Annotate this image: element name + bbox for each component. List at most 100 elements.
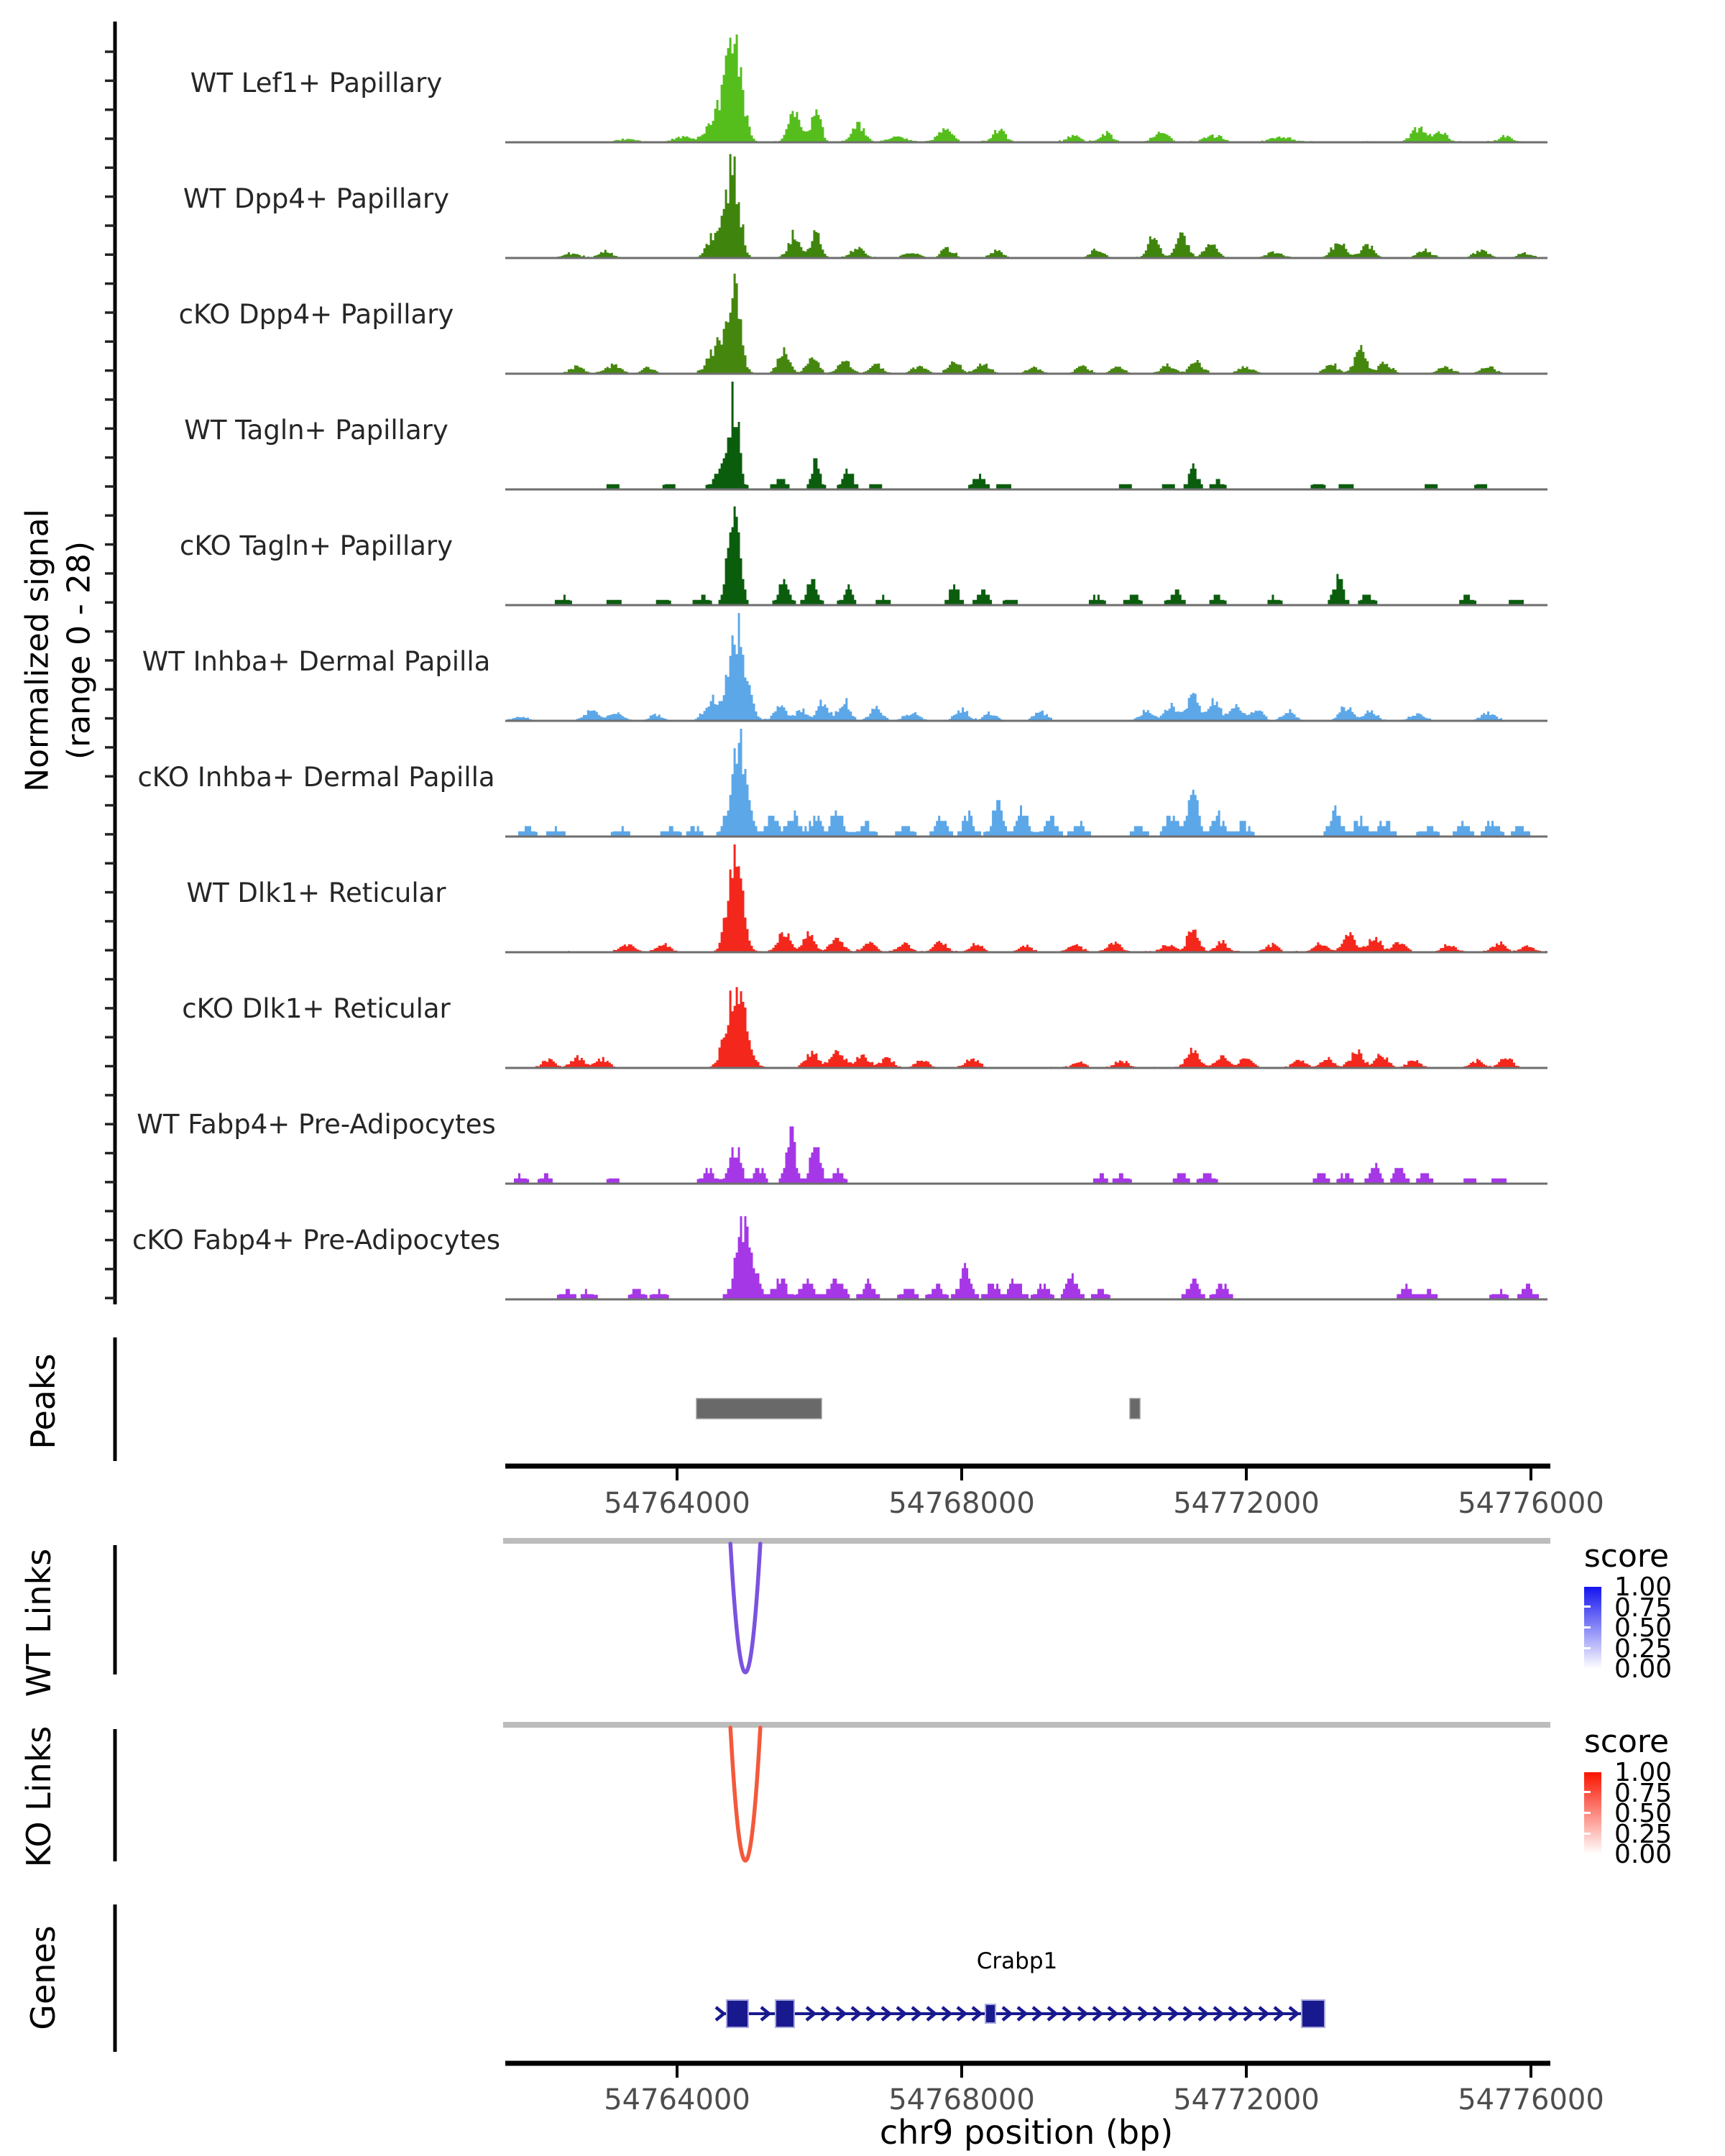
wt-score-legend-value: 0.50 (1614, 1613, 1673, 1643)
gene-direction-arrow (911, 2006, 923, 2022)
gene-direction-arrow (971, 2006, 983, 2022)
gene-direction-arrow (850, 2006, 862, 2022)
track-label: cKO Dpp4+ Papillary (178, 299, 454, 330)
wt-legend-tick-dash (1584, 1647, 1591, 1649)
track-label: WT Fabp4+ Pre-Adipocytes (137, 1109, 496, 1140)
gene-exon (726, 1999, 749, 2028)
gene-direction-arrow (1122, 2006, 1134, 2022)
wt-score-legend-title: score (1583, 1538, 1670, 1575)
gene-direction-arrow (1167, 2006, 1179, 2022)
gene-direction-arrow (926, 2006, 938, 2022)
coverage-area (505, 1216, 1547, 1299)
ko-legend-tick-dash (1584, 1833, 1591, 1835)
coverage-area (505, 506, 1547, 605)
gene-direction-arrow (1197, 2006, 1210, 2022)
gene-direction-arrow (1213, 2006, 1225, 2022)
track-label: cKO Fabp4+ Pre-Adipocytes (132, 1225, 500, 1256)
ko-score-legend-title: score (1583, 1723, 1670, 1760)
ko-score-legend-value: 0.75 (1614, 1778, 1673, 1808)
wt-legend-tick-dash (1584, 1606, 1591, 1608)
coverage-area (505, 729, 1547, 837)
wt-score-legend-value: 0.00 (1614, 1654, 1673, 1684)
track-label: cKO Tagln+ Papillary (179, 530, 454, 561)
ko-score-legend-value: 0.25 (1614, 1819, 1673, 1849)
peaks-panel-label: Peaks (24, 1353, 63, 1450)
gene-direction-arrow (1152, 2006, 1164, 2022)
gene-direction-arrow (1228, 2006, 1240, 2022)
gene-direction-arrow (1062, 2006, 1074, 2022)
coverage-area (505, 987, 1547, 1068)
gene-exon (775, 1999, 795, 2028)
gene-direction-arrow (1137, 2006, 1149, 2022)
ko-links-panel-label: KO Links (19, 1726, 58, 1868)
gene-direction-arrow (1031, 2006, 1044, 2022)
x-tick-label: 54776000 (1458, 1487, 1604, 1520)
gene-exon (984, 2004, 997, 2024)
ko-score-legend-value: 1.00 (1614, 1758, 1673, 1787)
ko-score-legend-value: 0.50 (1614, 1799, 1673, 1828)
track-label: WT Inhba+ Dermal Papilla (142, 646, 491, 677)
track-label: cKO Dlk1+ Reticular (182, 993, 451, 1024)
coverage-area (505, 154, 1547, 258)
gene-direction-arrow (1258, 2006, 1270, 2022)
ko-legend-tick-dash (1584, 1791, 1591, 1793)
gene-direction-arrow (956, 2006, 968, 2022)
track-label: cKO Inhba+ Dermal Papilla (137, 762, 495, 793)
gene-direction-arrow (1016, 2006, 1029, 2022)
gene-direction-arrow (1077, 2006, 1089, 2022)
coverage-area (505, 34, 1547, 142)
x-tick-label: 54776000 (1458, 2083, 1604, 2116)
gene-direction-arrow (1182, 2006, 1195, 2022)
wt-score-legend-value: 0.75 (1614, 1593, 1673, 1623)
ko-legend-tick-dash (1584, 1812, 1591, 1814)
track-label: WT Lef1+ Papillary (190, 68, 443, 98)
link-arc (728, 1726, 763, 1863)
x-tick-label: 54772000 (1173, 2083, 1320, 2116)
gene-direction-arrow (1243, 2006, 1255, 2022)
peak-region (1129, 1398, 1141, 1419)
gene-direction-arrow (1001, 2006, 1013, 2022)
y-axis-label-line2: (range 0 - 28) (60, 540, 98, 760)
coverage-area (505, 613, 1547, 721)
wt-links-panel-label: WT Links (19, 1548, 58, 1697)
gene-direction-arrow (835, 2006, 847, 2022)
gene-direction-arrow (805, 2006, 817, 2022)
gene-direction-arrow (820, 2006, 832, 2022)
x-axis-title: chr9 position (bp) (879, 2113, 1174, 2152)
gene-direction-arrow (865, 2006, 878, 2022)
link-arc (728, 1542, 763, 1674)
gene-direction-arrow (1107, 2006, 1119, 2022)
x-tick-label: 54768000 (888, 2083, 1035, 2116)
ko-score-legend-value: 0.00 (1614, 1840, 1673, 1869)
gene-direction-arrow (1273, 2006, 1285, 2022)
gene-direction-arrow (714, 2006, 727, 2022)
coverage-area (505, 382, 1547, 489)
gene-direction-arrow (1288, 2006, 1300, 2022)
x-tick-label: 54764000 (604, 1487, 750, 1520)
wt-score-legend-value: 1.00 (1614, 1572, 1673, 1602)
wt-score-gradient-bar (1584, 1587, 1601, 1669)
wt-legend-tick-dash (1584, 1626, 1591, 1628)
gene-direction-arrow (896, 2006, 908, 2022)
gene-direction-arrow (941, 2006, 953, 2022)
track-label: WT Dlk1+ Reticular (186, 877, 446, 908)
x-tick-label: 54768000 (888, 1487, 1035, 1520)
y-axis-label-line1: Normalized signal (19, 509, 56, 792)
coverage-area (505, 844, 1547, 952)
ko-score-gradient-bar (1584, 1772, 1601, 1854)
gene-direction-arrow (1046, 2006, 1059, 2022)
gene-name-label: Crabp1 (976, 1948, 1058, 1974)
genes-panel-label: Genes (24, 1925, 63, 2030)
track-label: WT Tagln+ Papillary (184, 415, 448, 446)
gene-direction-arrow (880, 2006, 893, 2022)
gene-direction-arrow (1092, 2006, 1104, 2022)
track-label: WT Dpp4+ Papillary (183, 183, 450, 214)
x-tick-label: 54772000 (1173, 1487, 1320, 1520)
peak-region (696, 1398, 822, 1419)
wt-score-legend-value: 0.25 (1614, 1634, 1673, 1664)
x-tick-label: 54764000 (604, 2083, 750, 2116)
gene-exon (1301, 1999, 1325, 2028)
coverage-area (505, 1126, 1547, 1184)
coverage-area (505, 273, 1547, 374)
